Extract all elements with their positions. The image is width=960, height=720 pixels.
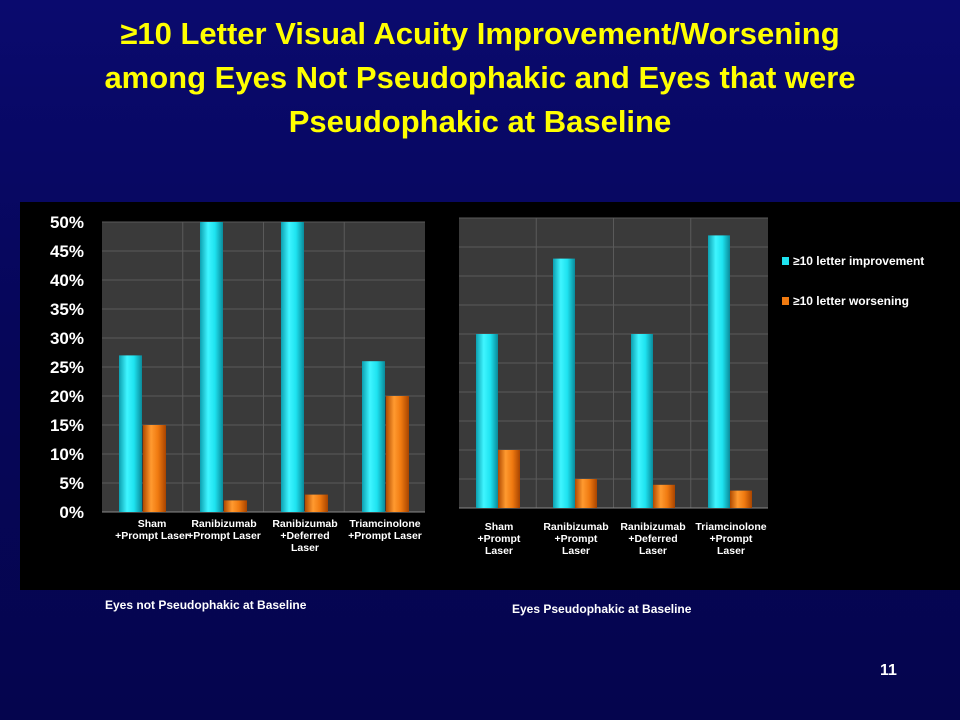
category-label: +Prompt Laser	[187, 530, 261, 542]
improvement-bar	[631, 334, 653, 508]
category-label: Triamcinolone	[695, 521, 766, 533]
legend-swatch	[782, 257, 789, 265]
improvement-bar	[708, 235, 730, 508]
legend-swatch	[782, 297, 789, 305]
improvement-bar	[281, 222, 304, 512]
page-number: 11	[880, 662, 897, 679]
title-line-2: among Eyes Not Pseudophakic and Eyes tha…	[104, 60, 856, 95]
category-label: +Prompt Laser	[115, 530, 189, 542]
y-tick-label: 35%	[50, 300, 84, 319]
category-label: +Prompt Laser	[348, 530, 422, 542]
category-label: Sham	[485, 521, 514, 533]
worsening-bar	[143, 425, 166, 512]
y-tick-label: 15%	[50, 416, 84, 435]
slide-title: ≥10 Letter Visual Acuity Improvement/Wor…	[0, 12, 960, 144]
y-tick-label: 30%	[50, 329, 84, 348]
category-label: Laser	[485, 545, 513, 557]
improvement-bar	[362, 361, 385, 512]
chart-2-caption: Eyes Pseudophakic at Baseline	[512, 602, 692, 616]
worsening-bar	[498, 450, 520, 508]
y-tick-label: 0%	[59, 503, 84, 522]
y-tick-label: 40%	[50, 271, 84, 290]
category-label: Ranibizumab	[272, 518, 337, 530]
improvement-bar	[476, 334, 498, 508]
title-line-1: ≥10 Letter Visual Acuity Improvement/Wor…	[120, 16, 840, 51]
category-label: Laser	[562, 545, 590, 557]
y-tick-label: 45%	[50, 242, 84, 261]
y-tick-label: 50%	[50, 213, 84, 232]
category-label: Laser	[717, 545, 745, 557]
improvement-bar	[200, 222, 223, 512]
y-tick-label: 25%	[50, 358, 84, 377]
category-label: Laser	[291, 542, 319, 554]
y-tick-label: 20%	[50, 387, 84, 406]
category-label: +Prompt	[555, 533, 598, 545]
category-label: +Prompt	[710, 533, 753, 545]
worsening-bar	[224, 500, 247, 512]
title-line-3: Pseudophakic at Baseline	[288, 104, 672, 139]
category-label: Laser	[639, 545, 667, 557]
improvement-bar	[119, 355, 142, 512]
category-label: Ranibizumab	[543, 521, 608, 533]
worsening-bar	[575, 479, 597, 508]
worsening-bar	[730, 490, 752, 508]
legend-label: ≥10 letter improvement	[793, 254, 924, 268]
category-label: Ranibizumab	[191, 518, 256, 530]
chart-1-caption: Eyes not Pseudophakic at Baseline	[105, 598, 307, 612]
category-label: Sham	[138, 518, 167, 530]
category-label: +Prompt	[478, 533, 521, 545]
worsening-bar	[305, 494, 328, 512]
improvement-bar	[553, 258, 575, 508]
category-label: +Deferred	[628, 533, 677, 545]
category-label: Triamcinolone	[349, 518, 420, 530]
y-tick-label: 5%	[59, 474, 84, 493]
y-tick-label: 10%	[50, 445, 84, 464]
worsening-bar	[653, 484, 675, 508]
legend-label: ≥10 letter worsening	[793, 294, 909, 308]
worsening-bar	[386, 396, 409, 512]
category-label: Ranibizumab	[620, 521, 685, 533]
category-label: +Deferred	[280, 530, 329, 542]
